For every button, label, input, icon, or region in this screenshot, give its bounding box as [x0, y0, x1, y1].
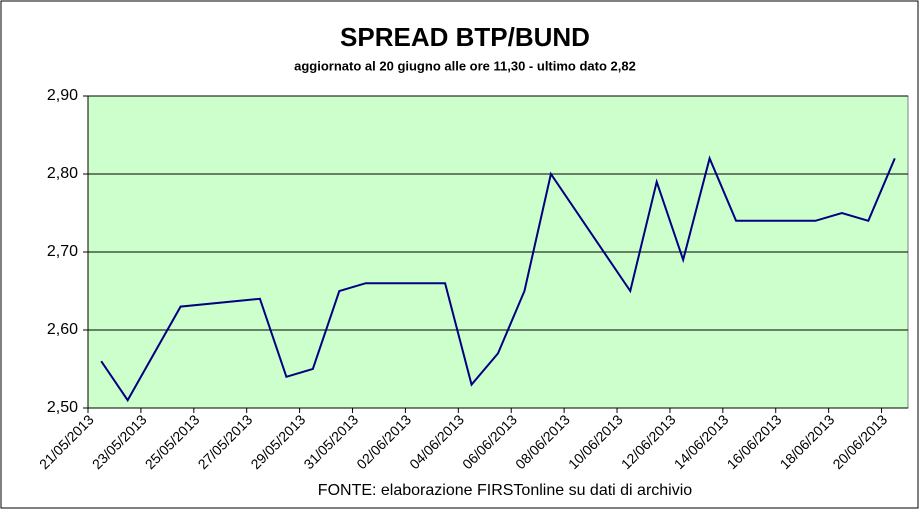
- y-tick-label: 2,80: [47, 165, 78, 182]
- y-tick-label: 2,50: [47, 399, 78, 416]
- chart-subtitle: aggiornato al 20 giugno alle ore 11,30 -…: [294, 58, 636, 73]
- y-tick-label: 2,90: [47, 87, 78, 104]
- source-note: FONTE: elaborazione FIRSTonline su dati …: [318, 482, 692, 499]
- y-tick-label: 2,60: [47, 321, 78, 338]
- chart-title: SPREAD BTP/BUND: [340, 22, 590, 52]
- data-line: [100, 155, 896, 403]
- y-tick-label: 2,70: [47, 243, 78, 260]
